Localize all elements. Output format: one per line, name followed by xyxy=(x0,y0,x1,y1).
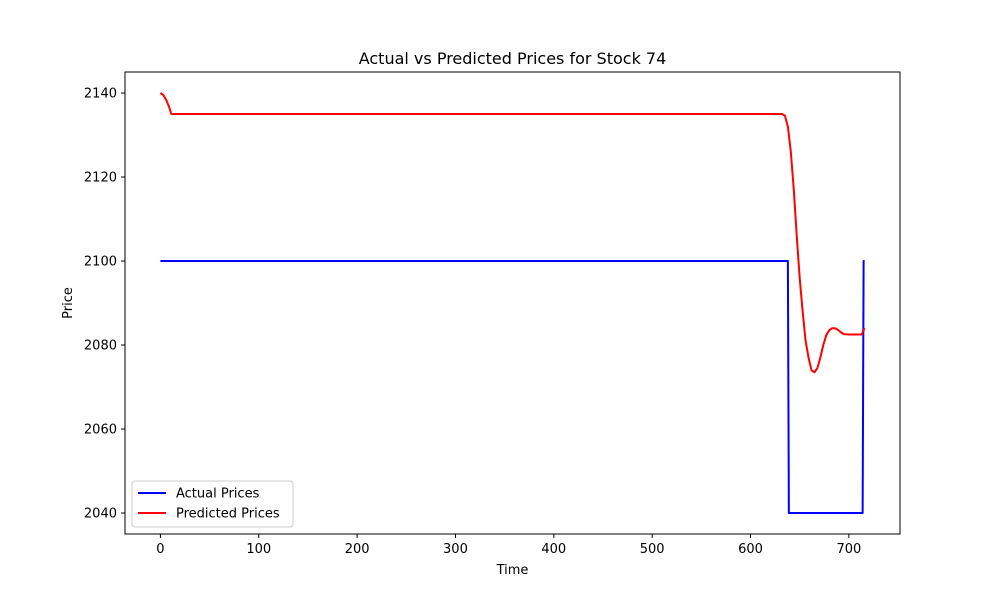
y-tick-label: 2120 xyxy=(84,171,117,186)
legend-label-actual-prices: Actual Prices xyxy=(176,487,260,502)
y-axis: 2040 2060 2080 2100 2120 2140 xyxy=(84,87,125,522)
series-line-actual-prices xyxy=(160,260,865,514)
series-layer xyxy=(159,92,866,514)
x-tick-label: 100 xyxy=(246,542,271,557)
x-tick-label: 700 xyxy=(836,542,861,557)
y-tick-label: 2060 xyxy=(84,423,117,438)
y-tick-label: 2140 xyxy=(84,87,117,102)
y-tick-label: 2080 xyxy=(84,339,117,354)
x-axis: 0 100 200 300 400 500 600 700 xyxy=(156,534,861,557)
x-axis-label: Time xyxy=(496,563,529,578)
y-axis-label: Price xyxy=(61,287,76,319)
series-line-predicted-prices xyxy=(159,92,866,374)
y-tick-label: 2100 xyxy=(84,255,117,270)
x-tick-label: 0 xyxy=(156,542,164,557)
legend-label-predicted-prices: Predicted Prices xyxy=(176,507,280,522)
y-tick-label: 2040 xyxy=(84,507,117,522)
x-tick-label: 300 xyxy=(443,542,468,557)
chart-title: Actual vs Predicted Prices for Stock 74 xyxy=(359,49,667,68)
legend: Actual Prices Predicted Prices xyxy=(131,480,294,528)
legend-box xyxy=(131,480,294,528)
x-tick-label: 600 xyxy=(738,542,763,557)
plot-area-frame xyxy=(124,71,901,535)
x-tick-label: 400 xyxy=(541,542,566,557)
x-tick-label: 500 xyxy=(640,542,665,557)
x-tick-label: 200 xyxy=(345,542,370,557)
